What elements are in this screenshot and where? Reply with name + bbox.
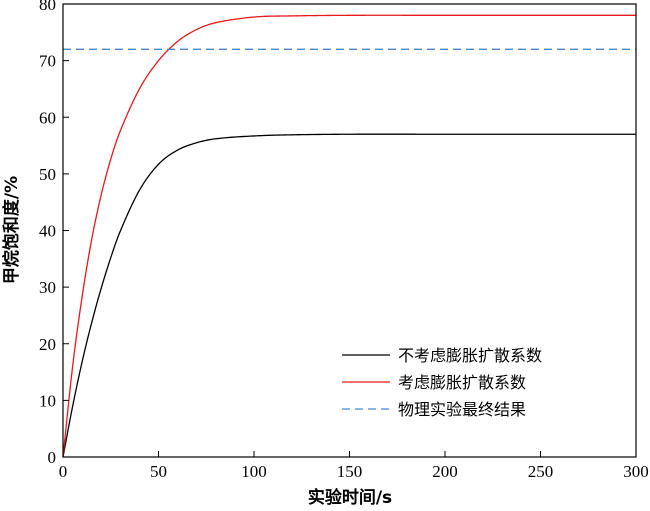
x-tick-label: 200 [432, 462, 458, 481]
x-tick-label: 100 [241, 462, 267, 481]
y-tick-label: 80 [39, 0, 56, 14]
series-line-1 [62, 133, 636, 458]
x-tick-label: 250 [528, 462, 554, 481]
plot-frame [62, 3, 637, 458]
legend-label-1: 不考虑膨胀扩散系数 [398, 346, 542, 365]
y-axis-title: 甲烷饱和度/% [1, 176, 22, 284]
y-tick-label: 30 [39, 278, 56, 297]
series-layer [62, 14, 636, 458]
series-line-2 [62, 14, 636, 458]
axes-layer: 0 10 20 30 40 50 60 70 80 0 50 100 150 200 250 300 [39, 0, 649, 481]
x-tick-label: 0 [59, 462, 68, 481]
y-tick-label: 40 [39, 222, 56, 241]
x-tick-label: 300 [623, 462, 649, 481]
x-tick-label: 150 [337, 462, 363, 481]
legend-label-2: 考虑膨胀扩散系数 [398, 373, 526, 392]
y-tick-label: 70 [39, 52, 56, 71]
y-tick-label: 50 [39, 165, 56, 184]
legend-label-3: 物理实验最终结果 [398, 400, 526, 419]
y-tick-label: 60 [39, 108, 56, 127]
y-tick-label: 10 [39, 391, 56, 410]
x-axis-title: 实验时间/s [308, 487, 392, 508]
x-tick-label: 50 [150, 462, 167, 481]
y-tick-label: 20 [39, 335, 56, 354]
y-tick-label: 0 [48, 448, 57, 467]
